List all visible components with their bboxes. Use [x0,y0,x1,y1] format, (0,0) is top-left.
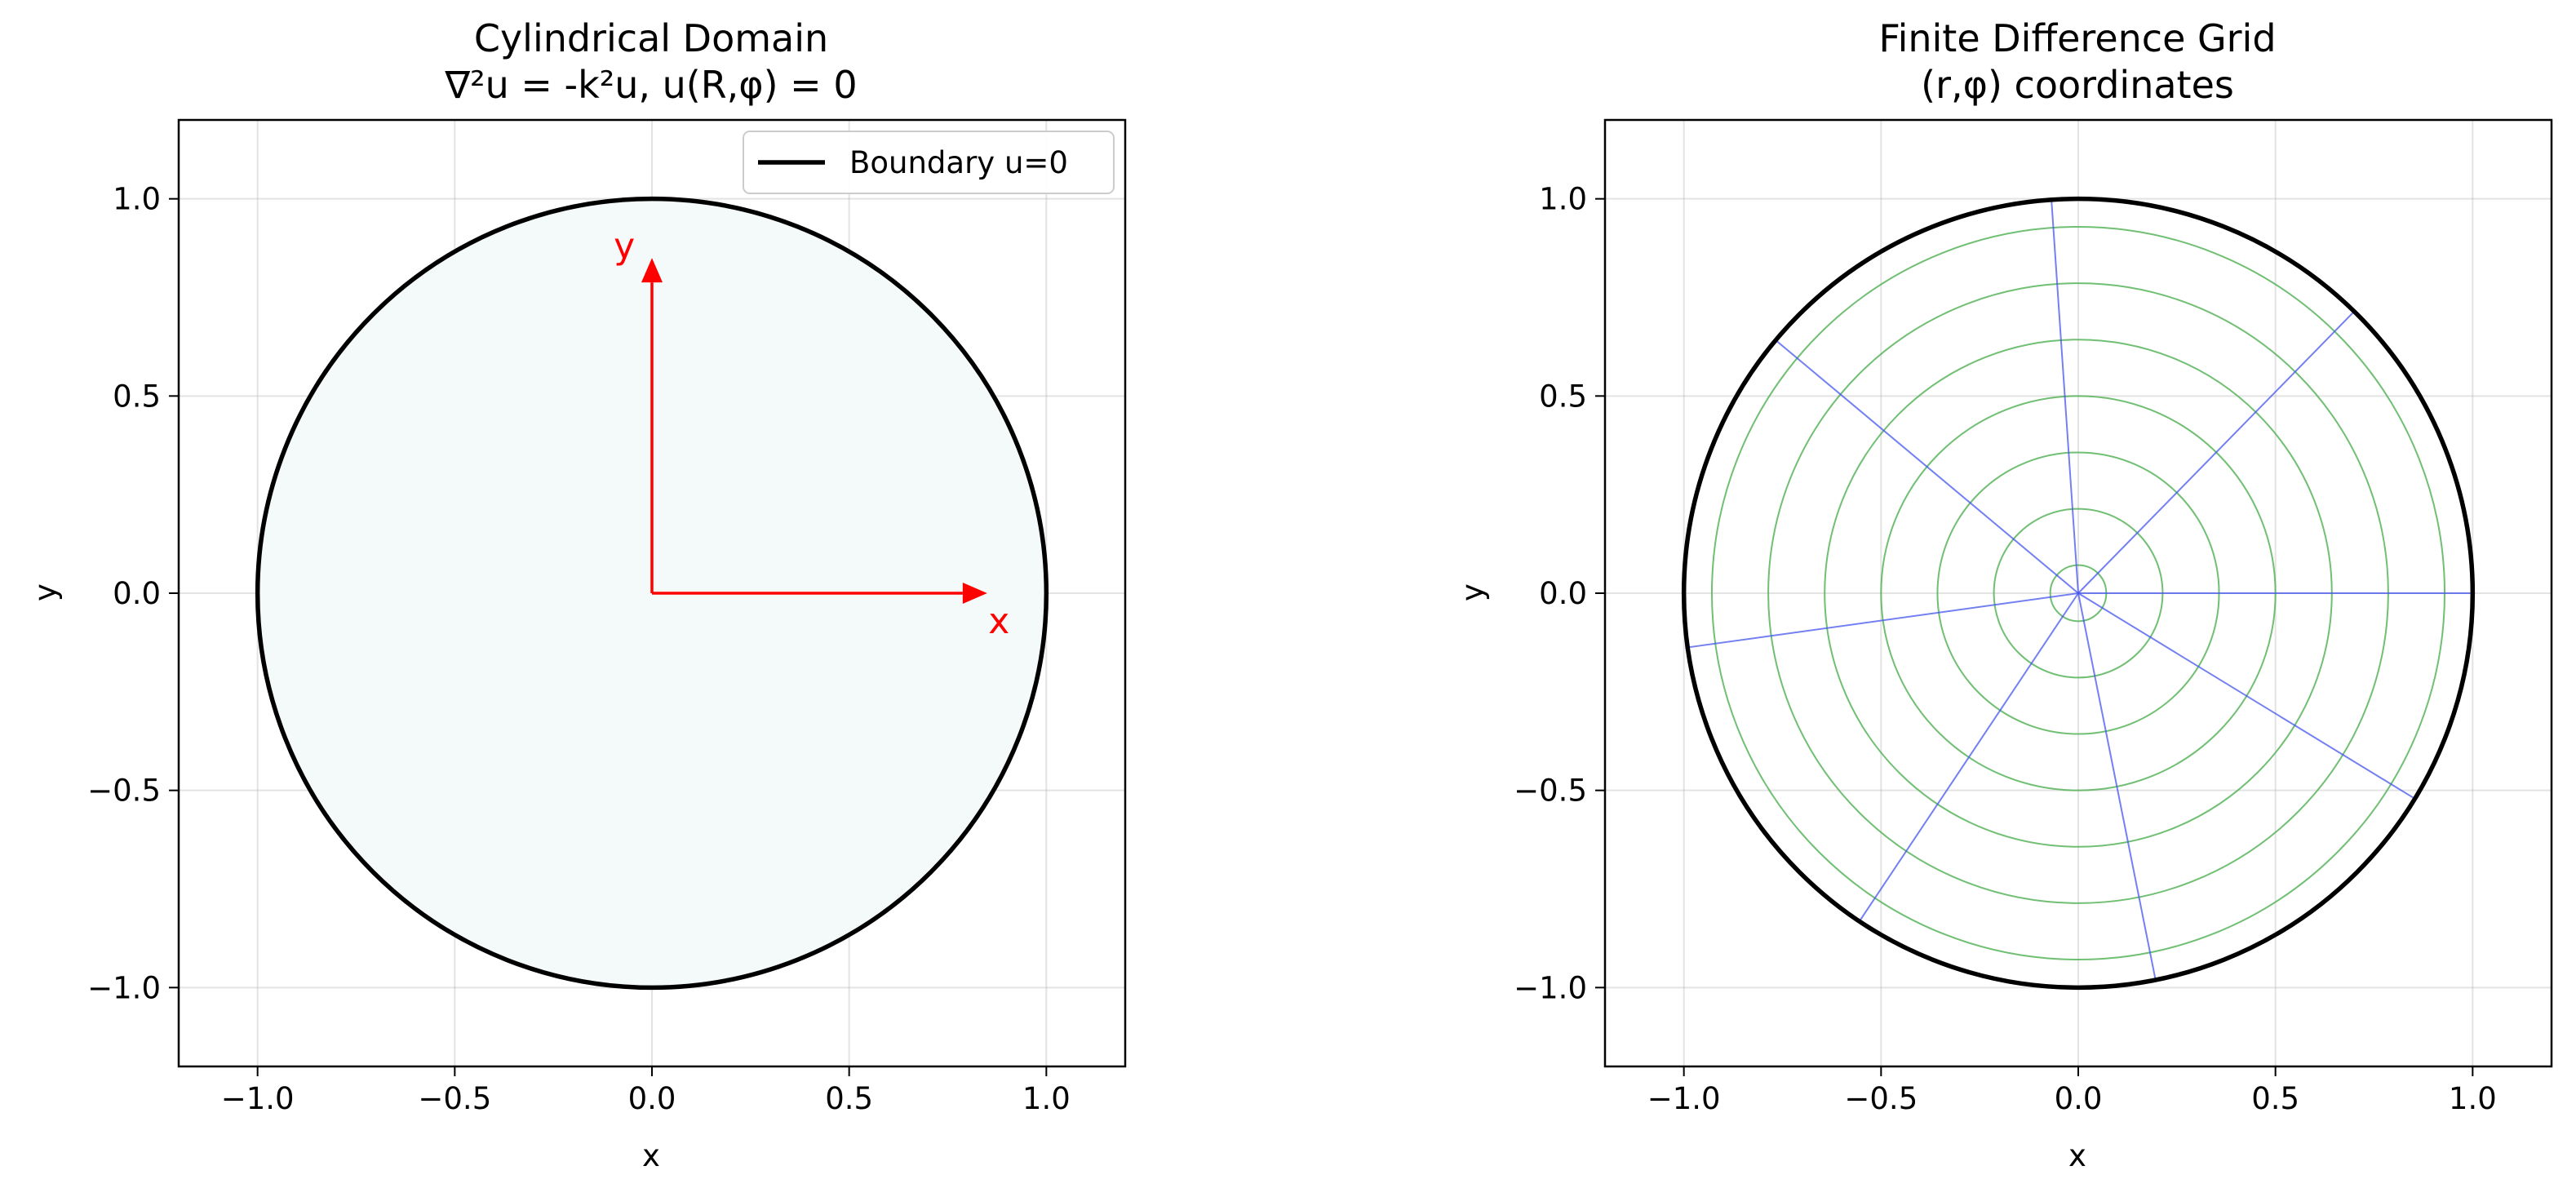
right-x-tick-label-3: 0.5 [2251,1081,2299,1116]
left-y-tick-label-3: 0.5 [113,379,161,414]
left-x-tick-label-4: 1.0 [1022,1081,1071,1116]
right-ticks: −1.0 −0.5 0.0 0.5 1.0 −1.0 −0.5 0.0 0.5 1.0 [1514,182,2497,1116]
x-axis-arrow-head [962,583,987,604]
left-y-tick-label-0: −1.0 [87,970,161,1005]
left-y-axis-label: y [28,583,63,601]
y-axis-arrow-label: y [614,226,635,268]
right-title-line2: (r,φ) coordinates [1921,63,2234,107]
right-x-axis-label: x [2068,1138,2086,1173]
right-y-tick-label-2: 0.0 [1539,576,1587,611]
finite-difference-grid-panel: Finite Difference Grid (r,φ) coordinates… [1455,16,2553,1173]
legend-entry-0: Boundary u=0 [849,145,1068,180]
grid-ray-4 [1687,592,2079,649]
y-axis-arrow-head [641,258,663,283]
right-y-tick-label-0: −1.0 [1514,970,1587,1005]
right-y-tick-label-4: 1.0 [1539,182,1587,217]
right-y-tick-label-1: −0.5 [1514,774,1587,809]
left-title-line2: ∇²u = -k²u, u(R,φ) = 0 [444,63,857,107]
right-x-tick-label-1: −0.5 [1844,1081,1918,1116]
cylindrical-domain-panel: Cylindrical Domain ∇²u = -k²u, u(R,φ) = … [28,16,1127,1173]
right-y-axis-label: y [1455,583,1490,601]
right-x-tick-label-2: 0.0 [2055,1081,2103,1116]
left-y-tick-label-1: −0.5 [87,774,161,809]
left-x-tick-label-1: −0.5 [418,1081,491,1116]
right-x-tick-label-4: 1.0 [2449,1081,2497,1116]
grid-ray-6 [2077,592,2157,981]
right-x-tick-label-0: −1.0 [1647,1081,1721,1116]
left-y-tick-label-4: 1.0 [113,182,161,217]
left-content: xy [255,196,1049,991]
grid-ray-5 [1858,592,2079,922]
left-title-line1: Cylindrical Domain [474,16,828,60]
grid-ray-1 [2077,310,2355,594]
legend-box [743,131,1115,194]
grid-boundary-circle [1681,196,2476,991]
left-x-tick-label-3: 0.5 [825,1081,873,1116]
x-axis-arrow-label: x [988,601,1009,642]
grid-ray-2 [2051,199,2079,594]
grid-ray-3 [1775,339,2079,594]
grid-ray-7 [2077,592,2416,800]
left-x-tick-label-2: 0.0 [628,1081,676,1116]
right-content [1681,196,2476,991]
legend: Boundary u=0 [743,131,1115,194]
left-ticks: −1.0 −0.5 0.0 0.5 1.0 −1.0 −0.5 0.0 0.5 1.0 [87,182,1071,1116]
right-y-tick-label-3: 0.5 [1539,379,1587,414]
right-title-line1: Finite Difference Grid [1878,16,2276,60]
boundary-circle [255,196,1049,991]
left-x-tick-label-0: −1.0 [221,1081,295,1116]
left-y-tick-label-2: 0.0 [113,576,161,611]
left-x-axis-label: x [642,1138,660,1173]
